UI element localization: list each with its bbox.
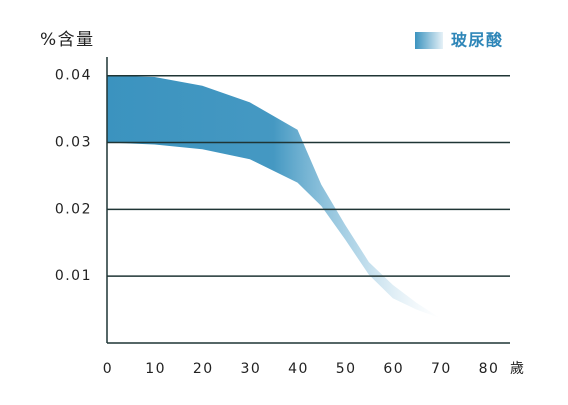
- legend-swatch: [415, 32, 443, 49]
- x-axis-label: 歲: [510, 361, 526, 377]
- x-tick-label: 70: [431, 361, 452, 377]
- y-axis-label: %含量: [40, 30, 95, 50]
- y-tick-label: 0.03: [55, 135, 92, 151]
- x-tick-label: 40: [288, 361, 309, 377]
- legend-label: 玻尿酸: [451, 31, 504, 50]
- x-tick-label: 0: [103, 361, 113, 377]
- x-tick-label: 20: [193, 361, 214, 377]
- range-area: [107, 75, 441, 319]
- y-tick-label: 0.04: [55, 68, 92, 84]
- x-tick-label: 30: [240, 361, 261, 377]
- x-tick-label: 10: [145, 361, 166, 377]
- x-tick-label: 50: [336, 361, 357, 377]
- y-tick-label: 0.02: [55, 201, 92, 217]
- x-tick-label: 80: [479, 361, 500, 377]
- y-tick-label: 0.01: [55, 268, 92, 284]
- x-tick-label: 60: [383, 361, 404, 377]
